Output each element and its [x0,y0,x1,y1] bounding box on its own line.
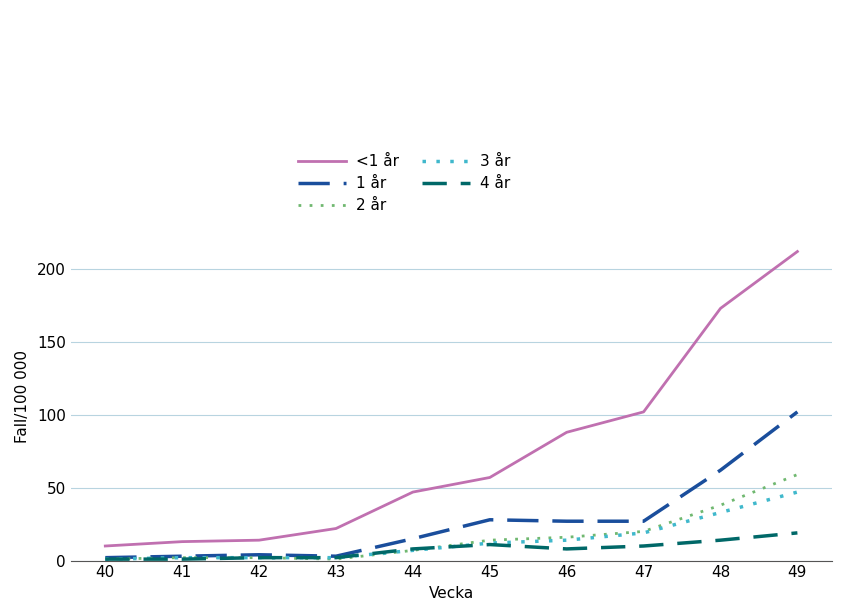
Y-axis label: Fall/100 000: Fall/100 000 [15,350,30,443]
Legend: <1 år, 1 år, 2 år, 3 år, 4 år: <1 år, 1 år, 2 år, 3 år, 4 år [291,148,516,219]
X-axis label: Vecka: Vecka [429,586,474,601]
